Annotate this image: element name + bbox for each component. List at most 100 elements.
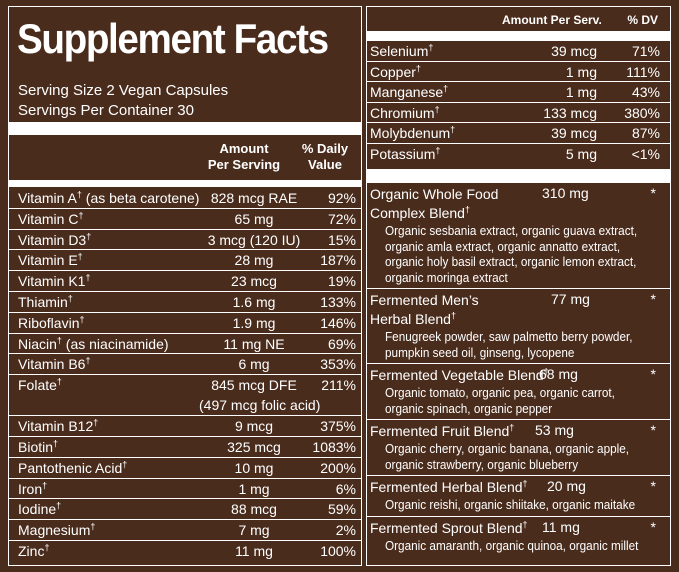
nutrient-name: Niacin <box>18 335 57 352</box>
nutrient-dv: 133% <box>320 293 356 310</box>
nutrient-dv: 6% <box>335 480 356 497</box>
nutrient-name: Copper <box>370 63 416 80</box>
amount-header-line2: Per Serving <box>207 157 281 172</box>
nutrient-name-cell: Pantothenic Acid† <box>18 460 127 476</box>
nutrient-row: Vitamin E† 28 mg 187% <box>9 250 361 272</box>
left-column: Supplement Facts Serving Size 2 Vegan Ca… <box>8 6 362 566</box>
blend-row: Fermented Herbal Blend† 20 mg * Organic rei… <box>367 476 670 517</box>
nutrient-row: Thiamin† 1.6 mg 133% <box>9 292 361 313</box>
nutrient-name: Vitamin C <box>18 210 79 227</box>
nutrient-amount: 325 mcg <box>227 438 281 455</box>
nutrient-name-cell: Iron† <box>18 480 47 496</box>
blend-name-text: Herbal Blend <box>370 311 451 327</box>
dagger-mark: † <box>464 204 470 215</box>
dagger-mark: † <box>415 62 421 73</box>
nutrient-dv: 15% <box>327 231 356 248</box>
nutrient-name-cell: Magnesium† <box>18 522 95 538</box>
nutrient-amount: 11 mg NE <box>223 335 285 352</box>
blend-row: Fermented Vegetable Blend† 68 mg * Organic … <box>367 364 670 420</box>
blend-name-text: Fermented Sprout Blend <box>370 519 523 536</box>
blend-name-line2: Herbal Blend† <box>370 310 479 329</box>
blend-ingredients: Organic sesbania extract, organic guava … <box>385 224 637 286</box>
servings-per-container: Servings Per Container 30 <box>18 102 194 119</box>
nutrient-amount: 5 mg <box>565 145 597 162</box>
blend-name-line1: Organic Whole Food <box>370 185 498 204</box>
nutrient-dv: 92% <box>327 190 356 206</box>
blend-amount: 68 mg <box>539 366 578 382</box>
dv-header: % Daily Value <box>292 141 358 173</box>
dagger-mark: † <box>77 251 83 262</box>
left-nutrient-list: Vitamin A† (as beta carotene) 828 mcg RAE… <box>9 188 361 562</box>
nutrient-amount: 10 mg <box>234 459 274 476</box>
dagger-mark: † <box>450 124 456 135</box>
nutrient-amount: 6 mg <box>238 356 270 373</box>
dagger-mark: † <box>509 422 515 433</box>
nutrient-amount: 1.6 mg <box>232 293 276 310</box>
blend-dv: * <box>650 422 656 438</box>
right-column: Amount Per Serv. % DV Selenium† 39 mcg 71%… <box>366 6 671 566</box>
blend-ingredients: Organic cherry, organic banana, organic … <box>385 442 629 473</box>
blend-ingredient-line: organic strawberry, organic blueberry <box>385 457 579 472</box>
nutrient-name-cell: Selenium† <box>370 43 433 59</box>
nutrient-dv: 375% <box>320 418 356 435</box>
nutrient-name: Selenium <box>370 43 429 59</box>
nutrient-amount: 39 mcg <box>551 125 597 142</box>
blend-row: Organic Whole Food Complex Blend† 310 mg * O… <box>367 183 670 289</box>
nutrient-amount: 828 mcg RAE <box>210 190 298 206</box>
nutrient-name-cell: Molybdenum† <box>370 125 455 141</box>
blend-name-text: Complex Blend <box>370 205 465 221</box>
nutrient-row: Manganese† 1 mg 43% <box>367 82 670 103</box>
nutrient-row: Chromium† 133 mcg 380% <box>367 103 670 124</box>
nutrient-name: Potassium <box>370 145 436 162</box>
dagger-mark: † <box>76 189 82 200</box>
blend-ingredient-line: Organic tomato, organic pea, organic car… <box>385 386 615 400</box>
nutrient-dv: 72% <box>327 210 356 227</box>
nutrient-name: Vitamin K1 <box>18 273 86 290</box>
nutrient-dv: 19% <box>327 273 356 290</box>
nutrient-name-cell: Vitamin D3† <box>18 231 91 247</box>
nutrient-name-cell: Copper† <box>370 62 421 80</box>
serving-size: Serving Size 2 Vegan Capsules <box>18 82 229 99</box>
dagger-mark: † <box>85 272 91 283</box>
nutrient-note: (as niacinamide) <box>61 335 169 352</box>
panel-title: Supplement Facts <box>17 15 329 62</box>
nutrient-name-cell: Riboflavin† <box>18 315 85 331</box>
nutrient-amount: 23 mcg <box>231 273 277 290</box>
blend-ingredients: Organic amaranth, organic quinoa, organi… <box>385 539 638 555</box>
amount-header: Amount Per Serving <box>199 141 289 173</box>
dagger-mark: † <box>522 518 528 529</box>
nutrient-dv: <1% <box>631 145 660 162</box>
dagger-mark: † <box>522 478 528 489</box>
nutrient-row: Pantothenic Acid† 10 mg 200% <box>9 458 361 479</box>
nutrient-name-cell: Folate† <box>18 377 62 393</box>
blend-name-line1: Fermented Herbal Blend† <box>370 478 528 497</box>
dagger-mark: † <box>56 500 62 511</box>
nutrient-name: Folate <box>18 377 57 394</box>
nutrient-dv: 211% <box>321 377 356 394</box>
nutrient-amount: 845 mcg DFE <box>211 377 297 394</box>
nutrient-name: Pantothenic Acid <box>18 459 123 476</box>
dagger-mark: † <box>450 310 456 321</box>
nutrient-row: Vitamin B12† 9 mcg 375% <box>9 416 361 437</box>
nutrient-row: Copper† 1 mg 111% <box>367 62 670 83</box>
nutrient-name: Manganese <box>370 84 444 101</box>
nutrient-amount: 65 mg <box>234 210 274 227</box>
nutrient-row: Vitamin A† (as beta carotene) 828 mcg RAE… <box>9 188 361 209</box>
nutrient-row: Riboflavin† 1.9 mg 146% <box>9 313 361 334</box>
nutrient-dv: 146% <box>320 314 356 331</box>
blend-row: Fermented Sprout Blend† 11 mg * Organic ama… <box>367 517 670 558</box>
nutrient-name-cell: Iodine† <box>18 501 61 517</box>
amount-header-line1: Amount <box>219 141 269 156</box>
dagger-mark: † <box>443 83 449 94</box>
nutrient-amount: 1 mg <box>565 63 597 80</box>
nutrient-dv: 2% <box>335 522 356 539</box>
blend-ingredient-line: organic moringa extract <box>385 270 508 285</box>
nutrient-dv: 43% <box>631 84 660 101</box>
blend-ingredient-line: Fenugreek powder, saw palmetto berry pow… <box>385 330 633 344</box>
nutrient-note: (as beta carotene) <box>81 190 200 206</box>
nutrient-row: Biotin† 325 mcg 1083% <box>9 437 361 458</box>
nutrient-amount: 9 mcg <box>234 418 274 435</box>
nutrient-dv: 187% <box>320 252 356 269</box>
divider-bar <box>9 180 361 187</box>
